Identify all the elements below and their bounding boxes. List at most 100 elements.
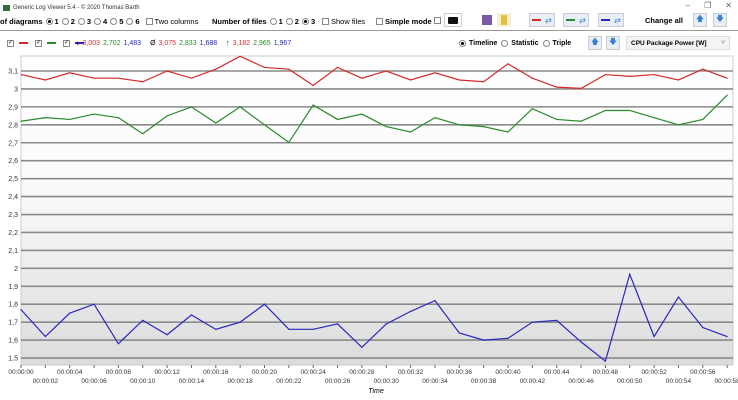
swap-green-button[interactable]: ⇄ (563, 13, 589, 27)
red-line-icon (532, 19, 542, 21)
timeline-radio[interactable] (459, 39, 466, 47)
x-tick-label: 00:00:00 (8, 369, 34, 376)
diagrams-radio-2[interactable] (61, 17, 69, 25)
avg-icon: Ø (150, 39, 156, 47)
y-tick-label: 2,8 (8, 122, 18, 129)
x-tick-label: 00:00:32 (398, 369, 424, 376)
x-tick-label: 00:00:08 (106, 369, 132, 376)
radio-label: 5 (119, 16, 124, 26)
swap-icon: ⇄ (545, 15, 552, 25)
open-folder-button[interactable] (497, 13, 511, 27)
diagrams-radio-5[interactable] (110, 17, 118, 25)
data-point (69, 312, 71, 314)
y-tick-label: 3 (14, 86, 18, 93)
triple-label: Triple (552, 39, 572, 47)
diagrams-radio-6[interactable] (126, 17, 134, 25)
data-point (263, 303, 266, 305)
green-series-line (20, 94, 728, 144)
plot-area (20, 55, 734, 366)
data-point (458, 332, 460, 334)
swap-icon: ⇄ (614, 15, 621, 25)
data-point (677, 79, 680, 81)
toolbar-divider (0, 30, 738, 31)
data-point (726, 94, 728, 96)
data-point (410, 79, 412, 81)
data-point (458, 79, 460, 81)
show-files-checkbox[interactable] (322, 17, 329, 25)
series-green-checkbox[interactable]: ✓ (35, 39, 42, 47)
blue-line-icon (75, 42, 84, 44)
data-point (702, 68, 704, 70)
max-icon: ↑ (226, 39, 230, 47)
y-tick-label: 2,6 (8, 158, 18, 165)
data-point (677, 296, 680, 298)
swap-blue-button[interactable]: ⇄ (598, 13, 624, 27)
data-point (288, 141, 290, 144)
move-up-button[interactable]: 🡅 (588, 36, 602, 50)
files-radio-1[interactable] (269, 17, 277, 25)
simple-mode-label: Simple mode (385, 16, 432, 26)
data-point (434, 117, 436, 119)
y-tick-label: 1,9 (8, 284, 18, 291)
x-tick-label: 00:00:10 (130, 378, 156, 385)
change-all-down-button[interactable]: 🡇 (713, 13, 727, 27)
radio-label: 1 (278, 16, 283, 26)
data-point (93, 303, 95, 305)
data-point (385, 323, 387, 325)
x-tick-label: 00:00:46 (568, 378, 594, 385)
data-point (44, 79, 46, 81)
y-tick-label: 2,3 (8, 212, 18, 219)
data-point (288, 328, 290, 330)
diagrams-radio-4[interactable] (94, 17, 102, 25)
camera-icon (448, 16, 458, 24)
y-tick-label: 1,5 (8, 356, 18, 363)
min-blue: 1,483 (123, 39, 142, 47)
data-point (263, 124, 266, 126)
avg-red: 3,075 (158, 39, 177, 47)
files-radio-3[interactable] (301, 17, 309, 25)
x-tick-label: 00:00:42 (520, 378, 546, 385)
swap-red-button[interactable]: ⇄ (529, 13, 555, 27)
files-radio-2[interactable] (285, 17, 293, 25)
diagrams-radio-3[interactable] (77, 17, 85, 25)
sensor-select[interactable]: CPU Package Power [W] ˅ (626, 36, 730, 50)
data-point (434, 300, 436, 302)
arrow-up-icon: 🡅 (695, 14, 705, 23)
radio-label: 2 (294, 16, 299, 26)
data-point (166, 334, 168, 336)
y-tick-label: 2,2 (8, 230, 18, 237)
series-red-checkbox[interactable]: ✓ (7, 39, 14, 47)
camera-button[interactable] (444, 13, 462, 27)
y-tick-label: 2 (14, 266, 18, 273)
data-point (458, 124, 460, 126)
triple-radio[interactable] (542, 39, 550, 47)
radio-label: 4 (103, 16, 108, 26)
max-red: 3,182 (232, 39, 251, 47)
data-point (580, 87, 582, 90)
data-point (312, 104, 314, 106)
minimize-button[interactable]: – (685, 1, 691, 10)
y-tick-label: 2,7 (8, 140, 18, 147)
x-tick-label: 00:00:16 (203, 369, 229, 376)
x-axis-label: Time (368, 388, 384, 395)
diagrams-label: of diagrams (0, 16, 43, 26)
timeline-label: Timeline (469, 39, 498, 47)
x-tick-label: 00:00:20 (252, 369, 278, 376)
simple-mode-checkbox[interactable] (376, 17, 383, 25)
data-point (483, 81, 485, 83)
x-tick-label: 00:00:30 (374, 378, 400, 385)
files-label: Number of files (212, 16, 267, 26)
two-columns-checkbox[interactable] (145, 17, 153, 25)
move-down-button[interactable]: 🡇 (606, 36, 620, 50)
restore-button[interactable]: ❐ (704, 1, 712, 10)
save-button[interactable] (480, 13, 494, 27)
data-point (410, 131, 412, 133)
close-button[interactable]: ✕ (725, 1, 732, 10)
diagrams-radio-1[interactable] (45, 17, 53, 25)
statistic-radio[interactable] (501, 39, 509, 47)
folder-icon (501, 15, 507, 25)
series-blue-checkbox[interactable]: ✓ (63, 39, 70, 47)
screenshot-checkbox[interactable] (434, 17, 441, 24)
data-point (556, 319, 558, 321)
change-all-up-button[interactable]: 🡅 (693, 13, 707, 27)
